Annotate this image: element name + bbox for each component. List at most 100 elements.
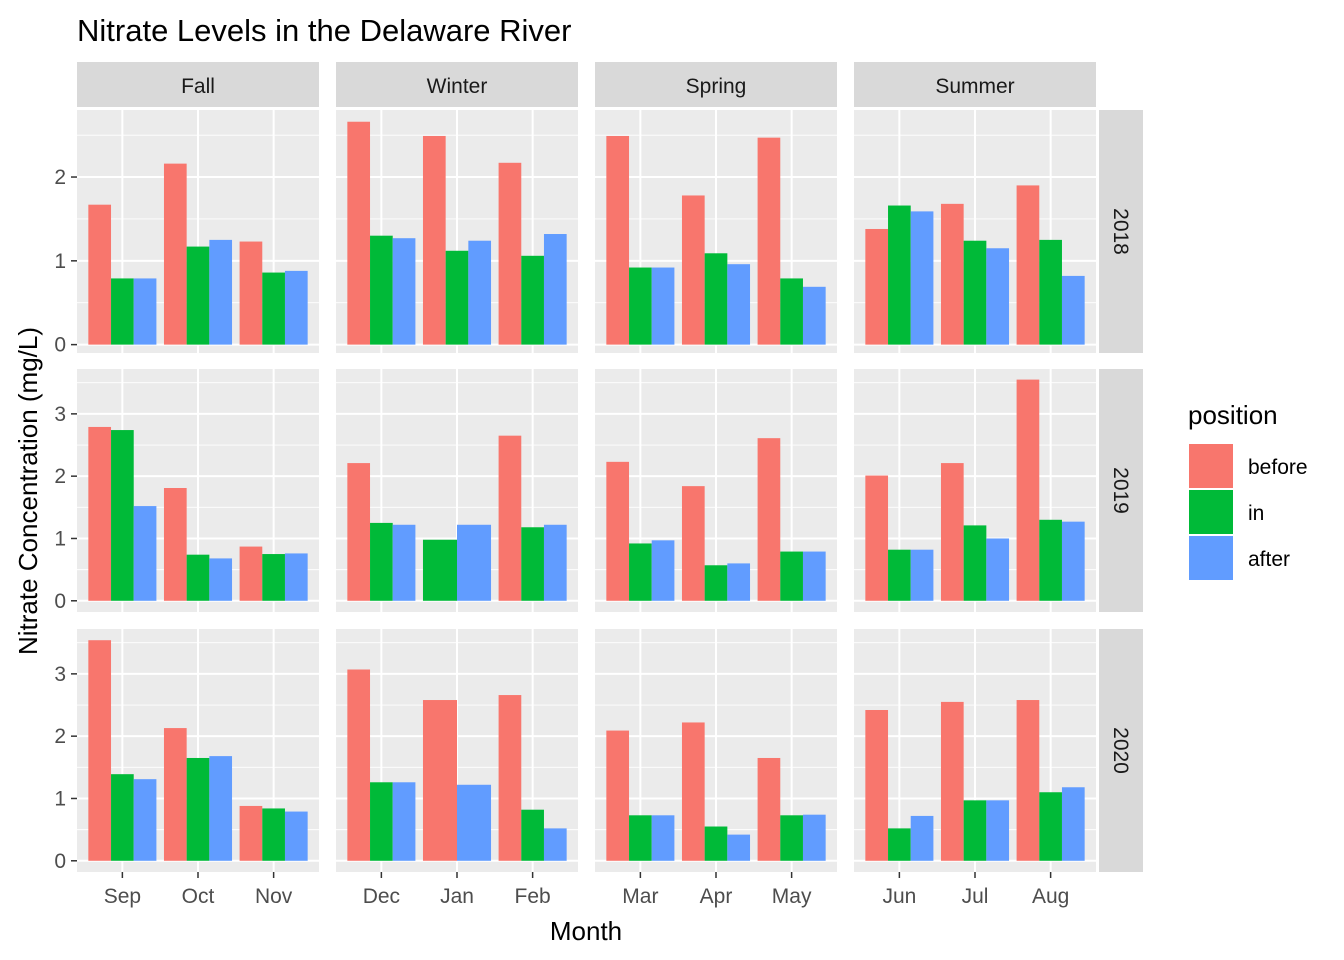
bar-after-mar-2019 xyxy=(651,540,675,601)
strip-winter xyxy=(336,62,578,107)
x-tick-label: Jul xyxy=(962,885,989,908)
bar-in-feb-2020 xyxy=(521,809,544,861)
panel-spring-2018: Spring xyxy=(595,62,837,353)
bar-in-dec-2018 xyxy=(370,235,393,345)
bar-before-mar-2020 xyxy=(606,730,630,861)
bar-after-aug-2020 xyxy=(1061,787,1085,861)
bar-after-apr-2019 xyxy=(727,563,751,601)
bar-before-aug-2019 xyxy=(1016,379,1040,601)
bar-after-jan-2018 xyxy=(468,240,492,345)
panel-summer-2019 xyxy=(854,369,1096,612)
bar-before-jun-2019 xyxy=(865,475,889,601)
bar-in-nov-2018 xyxy=(262,272,285,345)
bar-before-jun-2018 xyxy=(865,228,889,345)
bar-in-mar-2018 xyxy=(629,267,652,345)
bar-before-nov-2019 xyxy=(239,546,263,601)
bar-before-aug-2020 xyxy=(1016,700,1040,861)
bar-in-jun-2020 xyxy=(888,828,911,861)
bar-in-may-2019 xyxy=(780,551,803,601)
panel-fall-2019: 0 1 2 3 xyxy=(54,369,319,613)
y-tick-label: 2 xyxy=(54,166,66,189)
bar-in-dec-2019 xyxy=(370,522,393,601)
bar-after-dec-2020 xyxy=(392,782,416,861)
bar-before-feb-2019 xyxy=(498,435,522,601)
bar-after-oct-2019 xyxy=(209,558,233,601)
bar-before-apr-2018 xyxy=(681,195,705,345)
bar-before-dec-2018 xyxy=(347,121,371,345)
bar-after-nov-2018 xyxy=(284,270,308,345)
bar-in-feb-2019 xyxy=(521,527,544,601)
panel-summer-2018: Summer xyxy=(854,62,1096,353)
facet-panels: Fall 0 1 2 Winter Spring Summer 2018 0 1 2 3 2019 Sep… xyxy=(54,62,1143,908)
x-tick-label: Feb xyxy=(515,885,551,908)
strip-2020: 2020 xyxy=(1099,629,1143,872)
row-strip-background xyxy=(1099,369,1143,612)
bar-in-jan-2018 xyxy=(445,250,469,345)
x-tick-label: Apr xyxy=(700,885,733,908)
bar-after-sep-2018 xyxy=(133,278,157,345)
x-tick-label: Dec xyxy=(363,885,400,908)
legend-title: position xyxy=(1188,400,1278,430)
strip-label-spring: Spring xyxy=(686,75,747,98)
bar-after-oct-2018 xyxy=(209,239,233,345)
bar-in-apr-2018 xyxy=(704,253,728,345)
bar-in-jul-2020 xyxy=(963,800,987,861)
bar-before-feb-2018 xyxy=(498,162,522,345)
y-tick-label: 3 xyxy=(54,663,66,686)
y-tick-label: 2 xyxy=(54,725,66,748)
bar-after-dec-2019 xyxy=(392,524,416,601)
bar-in-dec-2020 xyxy=(370,782,393,861)
legend-key-before xyxy=(1189,444,1233,488)
bar-before-jan-2020 xyxy=(422,700,457,861)
y-tick-label: 1 xyxy=(54,787,66,810)
bar-after-jun-2020 xyxy=(910,815,934,861)
panel-fall-2020: Sep Oct Nov 0 1 2 3 xyxy=(54,629,319,908)
bar-before-jul-2018 xyxy=(940,203,964,345)
bar-before-feb-2020 xyxy=(498,695,522,861)
bar-in-nov-2019 xyxy=(262,554,285,601)
bar-in-aug-2020 xyxy=(1039,792,1062,861)
panel-fall-2018: Fall 0 1 2 xyxy=(54,62,319,357)
row-strip-background xyxy=(1099,110,1143,353)
bar-in-feb-2018 xyxy=(521,255,544,345)
bar-before-sep-2019 xyxy=(88,426,112,601)
bar-before-oct-2019 xyxy=(163,488,187,601)
bar-after-jun-2018 xyxy=(910,211,934,345)
x-tick-label: Oct xyxy=(182,885,215,908)
bar-before-may-2018 xyxy=(757,137,781,345)
bar-in-jan-2019 xyxy=(422,539,457,601)
bar-before-jul-2020 xyxy=(940,701,964,861)
strip-2019: 2019 xyxy=(1099,369,1143,612)
y-tick-label: 1 xyxy=(54,527,66,550)
x-tick-label: Jun xyxy=(882,885,916,908)
row-strip-background xyxy=(1099,629,1143,872)
y-tick-label: 3 xyxy=(54,403,66,426)
bar-after-apr-2020 xyxy=(727,834,751,861)
bar-after-nov-2019 xyxy=(284,553,308,601)
bar-in-jun-2018 xyxy=(888,205,911,345)
bar-in-apr-2019 xyxy=(704,565,728,601)
x-axis-title: Month xyxy=(550,916,622,946)
bar-in-sep-2018 xyxy=(111,278,134,345)
bar-before-jan-2018 xyxy=(422,135,446,345)
strip-label-summer: Summer xyxy=(935,75,1014,98)
bar-after-nov-2020 xyxy=(284,811,308,861)
legend: position before in after xyxy=(1188,400,1308,580)
bar-after-oct-2020 xyxy=(209,756,233,861)
panel-spring-2019 xyxy=(595,369,837,612)
strip-2018: 2018 xyxy=(1099,110,1143,353)
strip-spring xyxy=(595,62,837,107)
strip-label-fall: Fall xyxy=(181,75,215,98)
bar-in-aug-2018 xyxy=(1039,239,1062,345)
strip-label-winter: Winter xyxy=(427,75,488,98)
bar-before-nov-2020 xyxy=(239,805,263,861)
legend-key-in xyxy=(1189,490,1233,534)
panel-summer-2020: Jun Jul Aug xyxy=(854,629,1096,908)
bar-after-may-2019 xyxy=(802,551,826,601)
bar-before-dec-2019 xyxy=(347,463,371,601)
x-tick-label: Jan xyxy=(440,885,474,908)
bar-before-mar-2018 xyxy=(606,135,630,345)
panel-spring-2020: Mar Apr May xyxy=(595,629,837,908)
y-axis-title: Nitrate Concentration (mg/L) xyxy=(13,327,43,655)
